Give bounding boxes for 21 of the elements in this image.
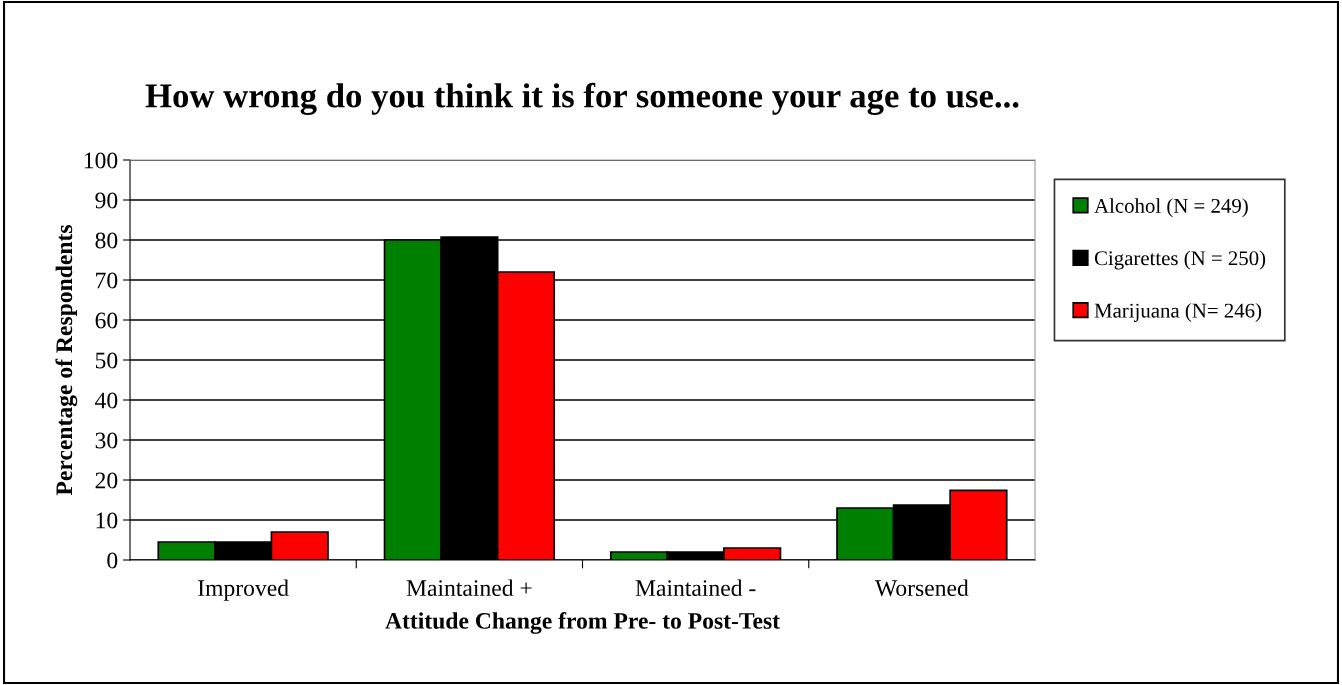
y-tick-label: 60 [95, 312, 118, 329]
x-axis-title: Attitude Change from Pre- to Post-Test [385, 611, 780, 634]
y-tick-label: 10 [96, 512, 118, 529]
y-tick-label: 80 [95, 232, 118, 249]
chart-title: How wrong do you think it is for someone your age to use... [145, 82, 1019, 115]
legend-label: Marijuana (N= 246) [1094, 303, 1262, 322]
y-tick-label: 0 [107, 552, 118, 569]
y-tick-label: 50 [95, 352, 118, 369]
y-axis-title: Percentage of Respondents [55, 225, 78, 496]
y-tick-label: 40 [95, 392, 118, 409]
legend-label: Cigarettes (N = 250) [1094, 250, 1266, 270]
x-tick-label: Worsened [874, 579, 969, 597]
y-tick-label: 100 [84, 152, 118, 169]
x-tick-label: Maintained - [635, 579, 756, 597]
y-tick-label: 90 [95, 192, 118, 209]
y-tick-label: 20 [95, 472, 118, 489]
y-tick-label: 70 [96, 272, 118, 289]
y-tick-label: 30 [95, 432, 118, 449]
legend-label: Alcohol (N = 249) [1094, 198, 1248, 218]
x-tick-label: Improved [198, 579, 289, 601]
x-tick-label: Maintained + [406, 579, 532, 597]
